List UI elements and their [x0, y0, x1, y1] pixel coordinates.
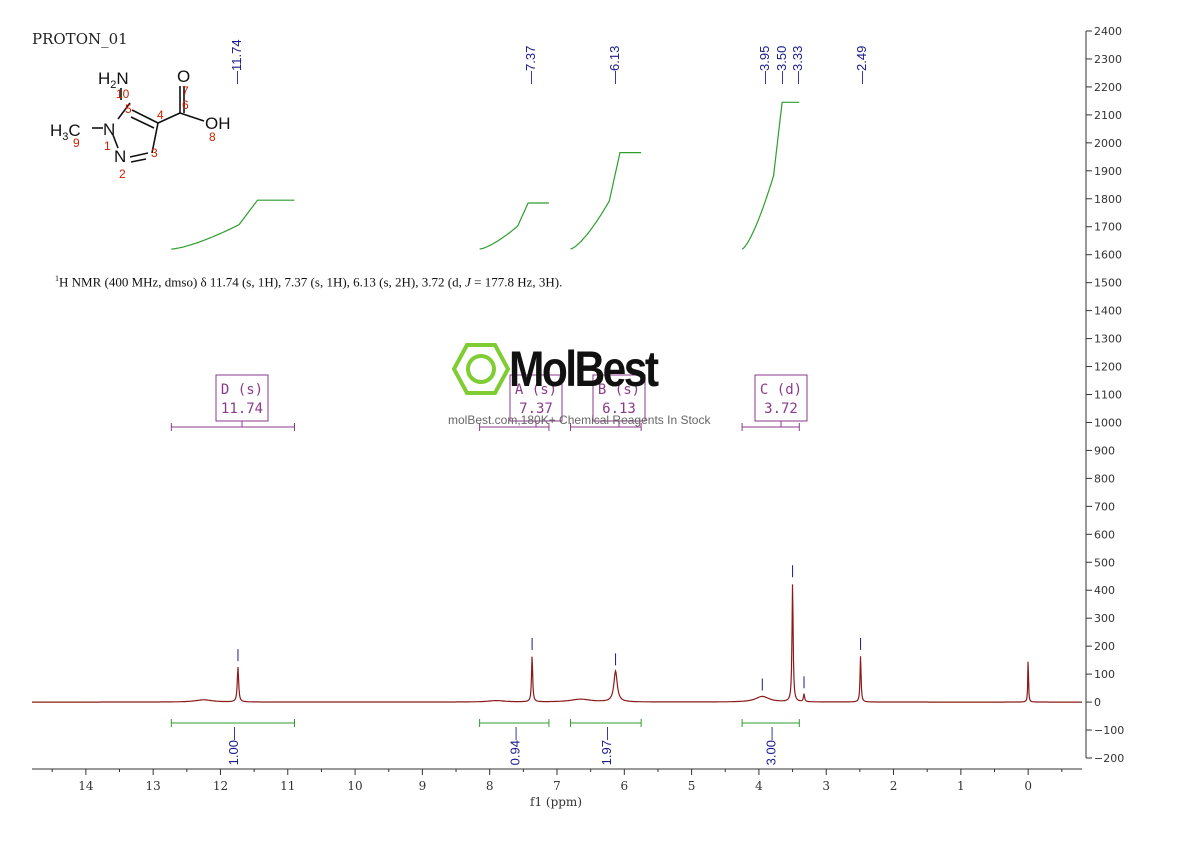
atom-number-9: 9 [73, 136, 80, 150]
x-tick-label: 4 [755, 779, 763, 793]
x-tick-label: 12 [213, 779, 228, 793]
y-tick-label: 500 [1094, 556, 1115, 569]
watermark-tagline: molBest.com,180K+ Chemical Reagents In S… [448, 413, 711, 427]
peak-label: —3.95 [757, 46, 772, 84]
y-tick-label: 1200 [1094, 361, 1122, 374]
multiplet-shift: 7.37 [519, 401, 553, 417]
y-tick-label: 1100 [1094, 389, 1122, 402]
x-tick-label: 13 [146, 779, 161, 793]
integral-curve [479, 202, 549, 250]
integral-value: 1.00— [226, 727, 241, 765]
x-tick-label: 2 [890, 779, 898, 793]
description-text: H NMR (400 MHz, dmso) δ 11.74 (s, 1H), 7… [59, 274, 466, 290]
y-tick-label: 1400 [1094, 305, 1122, 318]
peak-label: —6.13 [607, 46, 622, 84]
x-tick-label: 3 [822, 779, 830, 793]
x-tick-label: 7 [553, 779, 561, 793]
y-tick-label: −100 [1094, 724, 1124, 737]
description-end: = 177.8 Hz, 3H). [470, 274, 563, 290]
integral-value: 0.94— [507, 727, 522, 765]
y-tick-label: 0 [1094, 696, 1101, 709]
multiplet-shift: 3.72 [764, 401, 798, 417]
y-tick-label: 1600 [1094, 249, 1122, 262]
integral-value: 3.00— [764, 727, 779, 765]
integral-curve [171, 199, 295, 250]
x-tick-label: 9 [419, 779, 427, 793]
x-tick-label: 1 [957, 779, 965, 793]
description-j: J [465, 274, 471, 290]
multiplet-shift: 6.13 [602, 401, 636, 417]
molecule-structure: H3C N N H2N O OH 10 5 4 3 2 1 9 6 7 8 [50, 67, 231, 181]
watermark-logo-icon [452, 343, 510, 395]
multiplet-letter: C (d) [760, 382, 802, 398]
watermark-brand: MolBest [509, 341, 659, 397]
y-tick-label: 1700 [1094, 221, 1122, 234]
multiplet-letter: D (s) [221, 382, 263, 398]
multiplet-shift: 11.74 [221, 401, 263, 417]
y-tick-label: 200 [1094, 640, 1115, 653]
y-tick-label: 1500 [1094, 277, 1122, 290]
peak-label: —7.37 [523, 46, 538, 84]
atom-h3c: H3C [50, 121, 81, 143]
y-tick-label: 2100 [1094, 109, 1122, 122]
spectrum-series-line [32, 584, 1082, 703]
y-tick-label: 1300 [1094, 333, 1122, 346]
atom-n1: N [103, 120, 115, 139]
nmr-description: 1H NMR (400 MHz, dmso) δ 11.74 (s, 1H), … [55, 270, 615, 290]
atom-n2: N [114, 147, 126, 166]
spectrum-title: PROTON_01 [32, 30, 128, 48]
x-tick-label: 11 [280, 779, 295, 793]
atom-number-3: 3 [151, 146, 158, 160]
x-tick-label: 5 [688, 779, 696, 793]
y-tick-label: 1900 [1094, 165, 1122, 178]
atom-number-1: 1 [104, 139, 111, 153]
x-axis-label: f1 (ppm) [530, 795, 582, 809]
atom-number-4: 4 [157, 108, 164, 122]
y-tick-label: 300 [1094, 612, 1115, 625]
y-tick-label: 2400 [1094, 25, 1122, 38]
y-tick-label: 800 [1094, 472, 1115, 485]
x-tick-label: 10 [347, 779, 362, 793]
atom-number-2: 2 [119, 167, 126, 181]
atom-number-6: 6 [182, 98, 189, 112]
x-tick-label: 14 [78, 779, 94, 793]
y-tick-label: 1000 [1094, 416, 1122, 429]
atom-o: O [177, 67, 190, 86]
peak-label: —2.49 [854, 46, 869, 84]
y-tick-label: 1800 [1094, 193, 1122, 206]
y-tick-label: 900 [1094, 444, 1115, 457]
atom-number-10: 10 [116, 87, 130, 101]
x-tick-label: 6 [620, 779, 628, 793]
x-tick-label: 0 [1024, 779, 1032, 793]
peak-label: —3.50 [774, 46, 789, 84]
integral-value: 1.97— [599, 727, 614, 765]
peak-label: —11.74 [229, 39, 244, 84]
peak-label: —3.33 [790, 46, 805, 84]
superscript-one: 1 [55, 274, 59, 283]
y-tick-label: 600 [1094, 528, 1115, 541]
y-tick-label: 400 [1094, 584, 1115, 597]
atom-h2n: H2N [98, 69, 129, 91]
y-tick-label: 2000 [1094, 137, 1122, 150]
y-tick-label: 2300 [1094, 53, 1122, 66]
x-tick-label: 8 [486, 779, 494, 793]
atom-number-8: 8 [209, 130, 216, 144]
multiplet-letter: A (s) [515, 382, 557, 398]
integral-curve [570, 152, 642, 250]
multiplet-letter: B (s) [598, 382, 640, 398]
atom-number-5: 5 [125, 102, 132, 116]
atom-number-7: 7 [182, 84, 189, 98]
integral-curve [741, 101, 800, 250]
y-tick-label: 100 [1094, 668, 1115, 681]
y-tick-label: 700 [1094, 500, 1115, 513]
y-tick-label: −200 [1094, 752, 1124, 765]
atom-oh: OH [205, 114, 231, 133]
y-tick-label: 2200 [1094, 81, 1122, 94]
